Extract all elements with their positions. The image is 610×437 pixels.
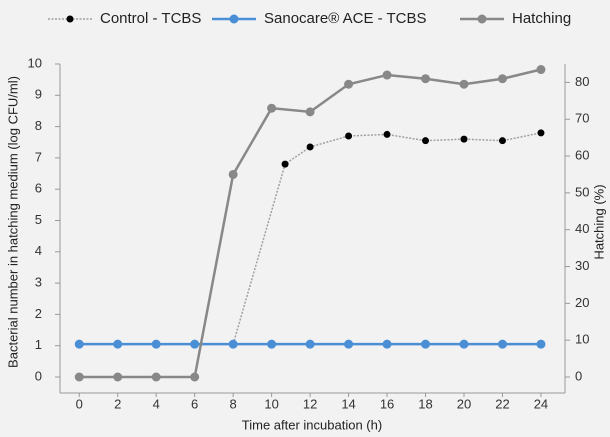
data-point (459, 79, 469, 89)
x-tick-label: 12 (303, 396, 317, 411)
x-tick-label: 20 (457, 396, 471, 411)
data-point (383, 130, 391, 138)
y-tick-label: 3 (35, 275, 42, 290)
y-tick-label: 8 (35, 118, 42, 133)
data-point (228, 169, 238, 179)
x-tick-label: 16 (380, 396, 394, 411)
data-point (190, 339, 200, 349)
y-tick-label: 5 (35, 212, 42, 227)
y2-tick-label: 30 (575, 258, 589, 273)
data-point (345, 132, 353, 140)
y2-axis-title: Hatching (%) (591, 184, 606, 259)
y2-tick-label: 50 (575, 184, 589, 199)
data-point (151, 372, 161, 382)
y2-tick-label: 70 (575, 111, 589, 126)
y2-tick-label: 10 (575, 332, 589, 347)
y-axis-title: Bacterial number in hatching medium (log… (5, 76, 20, 368)
data-point (306, 143, 314, 151)
legend-label: Hatching (512, 10, 571, 27)
x-tick-label: 10 (264, 396, 278, 411)
y-tick-label: 0 (35, 368, 42, 383)
data-point (382, 70, 392, 80)
x-tick-label: 14 (341, 396, 355, 411)
data-point (497, 74, 507, 84)
data-point (382, 339, 392, 349)
data-point (281, 160, 289, 168)
legend-marker (66, 15, 74, 23)
y2-tick-label: 20 (575, 295, 589, 310)
y-tick-label: 4 (35, 243, 42, 258)
legend-marker (477, 14, 487, 24)
data-point (421, 74, 431, 84)
x-tick-label: 18 (418, 396, 432, 411)
data-point (305, 107, 315, 117)
y-tick-label: 2 (35, 306, 42, 321)
data-point (305, 339, 315, 349)
data-point (344, 339, 354, 349)
legend-label: Sanocare® ACE - TCBS (264, 10, 427, 27)
data-point (113, 372, 123, 382)
x-axis-title: Time after incubation (h) (242, 417, 382, 432)
x-tick-label: 6 (191, 396, 198, 411)
y2-tick-label: 80 (575, 74, 589, 89)
x-tick-label: 2 (114, 396, 121, 411)
data-point (113, 339, 123, 349)
legend-marker (229, 14, 239, 24)
data-point (537, 129, 545, 137)
data-point (536, 339, 546, 349)
x-tick-label: 0 (76, 396, 83, 411)
data-point (190, 372, 200, 382)
data-point (460, 135, 468, 143)
y2-tick-label: 60 (575, 147, 589, 162)
data-point (228, 339, 238, 349)
data-point (267, 103, 277, 113)
y2-tick-label: 40 (575, 221, 589, 236)
legend-label: Control - TCBS (100, 10, 201, 27)
x-tick-label: 8 (230, 396, 237, 411)
x-tick-label: 24 (534, 396, 548, 411)
y-tick-label: 10 (28, 55, 42, 70)
data-point (498, 137, 506, 145)
data-point (151, 339, 161, 349)
y-tick-label: 9 (35, 87, 42, 102)
data-point (459, 339, 469, 349)
data-point (421, 339, 431, 349)
data-point (74, 372, 84, 382)
data-point (536, 65, 546, 75)
x-tick-label: 22 (495, 396, 509, 411)
data-point (497, 339, 507, 349)
x-tick-label: 4 (153, 396, 160, 411)
data-point (267, 339, 277, 349)
y-tick-label: 7 (35, 149, 42, 164)
y2-tick-label: 0 (575, 368, 582, 383)
y-tick-label: 1 (35, 337, 42, 352)
series-line (79, 132, 542, 345)
y-tick-label: 6 (35, 181, 42, 196)
data-point (74, 339, 84, 349)
data-point (344, 79, 354, 89)
data-point (422, 137, 430, 145)
